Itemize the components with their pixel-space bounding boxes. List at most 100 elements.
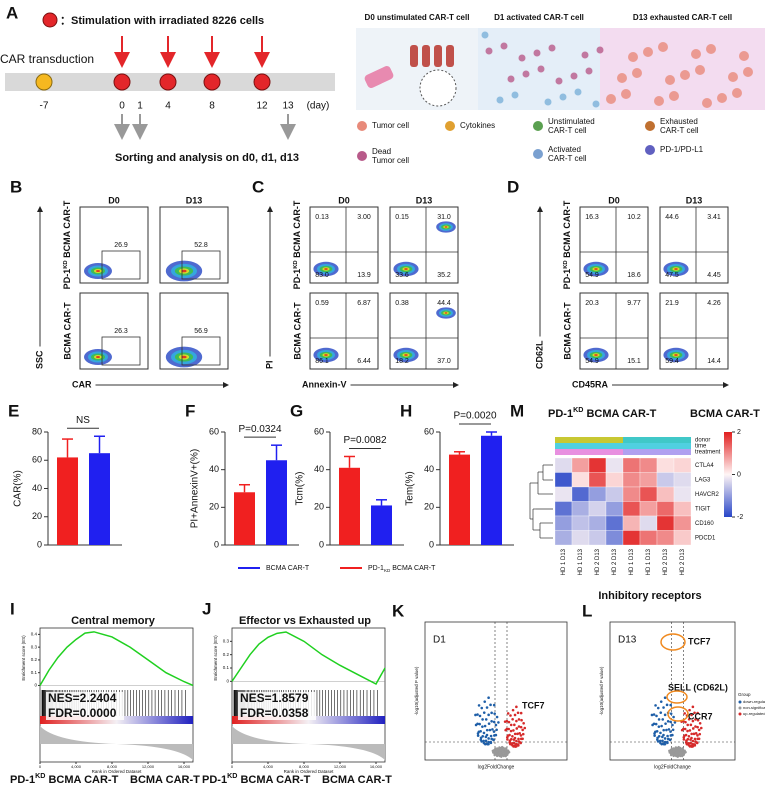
- point-cloud: [515, 727, 519, 730]
- point-cloud: [694, 718, 697, 721]
- y-tick-label: 40: [32, 483, 42, 493]
- point-cloud: [476, 713, 479, 716]
- point-cloud: [509, 729, 513, 733]
- y-axis-label: -log10(adjusted P value): [414, 666, 419, 715]
- point-cloud: [484, 735, 488, 739]
- panel-label: B: [10, 177, 22, 196]
- key-text: Cytokines: [460, 121, 495, 130]
- point-cloud: [500, 745, 504, 749]
- point-cloud: [659, 711, 663, 714]
- point-cloud: [674, 746, 678, 749]
- point-cloud: [490, 711, 493, 715]
- label-part: BCMA CAR-T: [292, 200, 302, 260]
- point-cloud: [663, 740, 667, 744]
- label-part: BCMA CAR-T: [583, 408, 656, 420]
- cell-icon: [617, 73, 627, 83]
- density: [324, 354, 328, 356]
- tube-icon: [410, 45, 418, 67]
- point-cloud: [666, 741, 669, 745]
- point-cloud: [662, 706, 665, 709]
- point-cloud: [494, 723, 498, 727]
- stage-title: D13 exhausted CAR-T cell: [633, 13, 732, 22]
- y-tick-label: 80: [32, 426, 42, 436]
- column-label: HD 2 D13: [612, 548, 618, 575]
- point-cloud: [661, 739, 664, 743]
- y-tick-label: 40: [314, 464, 324, 474]
- heatmap-cell: [554, 472, 573, 488]
- condition-tag: D1: [433, 635, 446, 646]
- x-tick-label: 16,000: [178, 764, 191, 769]
- point-cloud: [671, 733, 674, 737]
- row-label: PD-1KD BCMA CAR-T: [292, 200, 302, 289]
- key-text: Tumor cell: [372, 121, 409, 130]
- day-label: 4: [165, 101, 171, 112]
- quadrant-value: 33.6: [395, 272, 409, 279]
- annotation-cell: [589, 449, 606, 455]
- label-part: KD: [293, 260, 299, 268]
- point-cloud: [482, 731, 486, 735]
- point-cloud: [474, 713, 477, 717]
- point-cloud: [513, 732, 517, 736]
- quadrant-value: 0.59: [315, 300, 329, 307]
- point-cloud: [697, 737, 701, 741]
- group-label: BCMA CAR-T: [322, 774, 392, 786]
- point-cloud: [487, 696, 490, 700]
- y-tick-label: 60: [314, 426, 324, 436]
- cell-icon: [555, 77, 563, 85]
- quadrant-value: 37.0: [437, 358, 451, 365]
- ranked-metric: [40, 726, 193, 760]
- heatmap-cell: [622, 501, 641, 517]
- point-cloud: [696, 711, 699, 715]
- quadrant-value: 20.3: [585, 300, 599, 307]
- cell-icon: [544, 98, 552, 106]
- panel-label: D: [507, 177, 519, 196]
- annotation-cell: [572, 443, 589, 449]
- heatmap-cell: [588, 486, 607, 502]
- annotation-cell: [623, 437, 640, 443]
- stage-title: D1 activated CAR-T cell: [494, 13, 584, 22]
- cell-icon: [485, 47, 493, 55]
- cell-icon: [496, 96, 504, 104]
- x-axis-label: Rank in Ordered Dataset: [92, 769, 143, 774]
- quadrant-value: 44.6: [665, 214, 679, 221]
- annotation: P=0.0324: [238, 424, 282, 435]
- highlight-ring: [667, 706, 689, 722]
- legend-text: PD-1KD BCMA CAR-T: [368, 565, 436, 573]
- point-cloud: [681, 747, 684, 750]
- point-cloud: [661, 735, 664, 739]
- column-label: HD 1 D13: [578, 548, 584, 575]
- panel-label: L: [582, 601, 592, 620]
- gate-value: 26.3: [114, 328, 128, 335]
- heatmap-cell: [554, 501, 573, 517]
- point-cloud: [487, 737, 490, 740]
- annotation-cell: [606, 437, 623, 443]
- point-cloud: [684, 720, 687, 724]
- group-label: BCMA CAR-T: [130, 774, 200, 786]
- quadrant-value: 31.0: [437, 214, 451, 221]
- bar: [481, 435, 502, 545]
- gate: [181, 336, 221, 366]
- point-cloud: [698, 732, 702, 736]
- point-cloud: [493, 753, 496, 757]
- key-text: CAR-T cell: [548, 126, 587, 135]
- day-label: -7: [40, 101, 49, 112]
- axis-label: CD45RA: [572, 379, 609, 389]
- quadrant-value: 18.2: [395, 358, 409, 365]
- nes: NES=1.8579: [240, 691, 309, 705]
- density: [96, 270, 100, 272]
- label-part: KD: [63, 260, 69, 268]
- point-cloud: [659, 731, 662, 735]
- cell-icon: [596, 46, 604, 54]
- quadrant-value: 21.9: [665, 300, 679, 307]
- x-tick-label: 4,000: [263, 764, 274, 769]
- key-icon: [357, 151, 367, 161]
- point-cloud: [659, 700, 663, 703]
- point-cloud: [665, 728, 668, 732]
- gate-value: 56.9: [194, 328, 208, 335]
- point-cloud: [519, 741, 523, 745]
- point-cloud: [487, 713, 490, 717]
- point-cloud: [520, 718, 523, 722]
- y-tick-label: 0: [214, 539, 219, 549]
- heatmap-cell: [588, 530, 607, 546]
